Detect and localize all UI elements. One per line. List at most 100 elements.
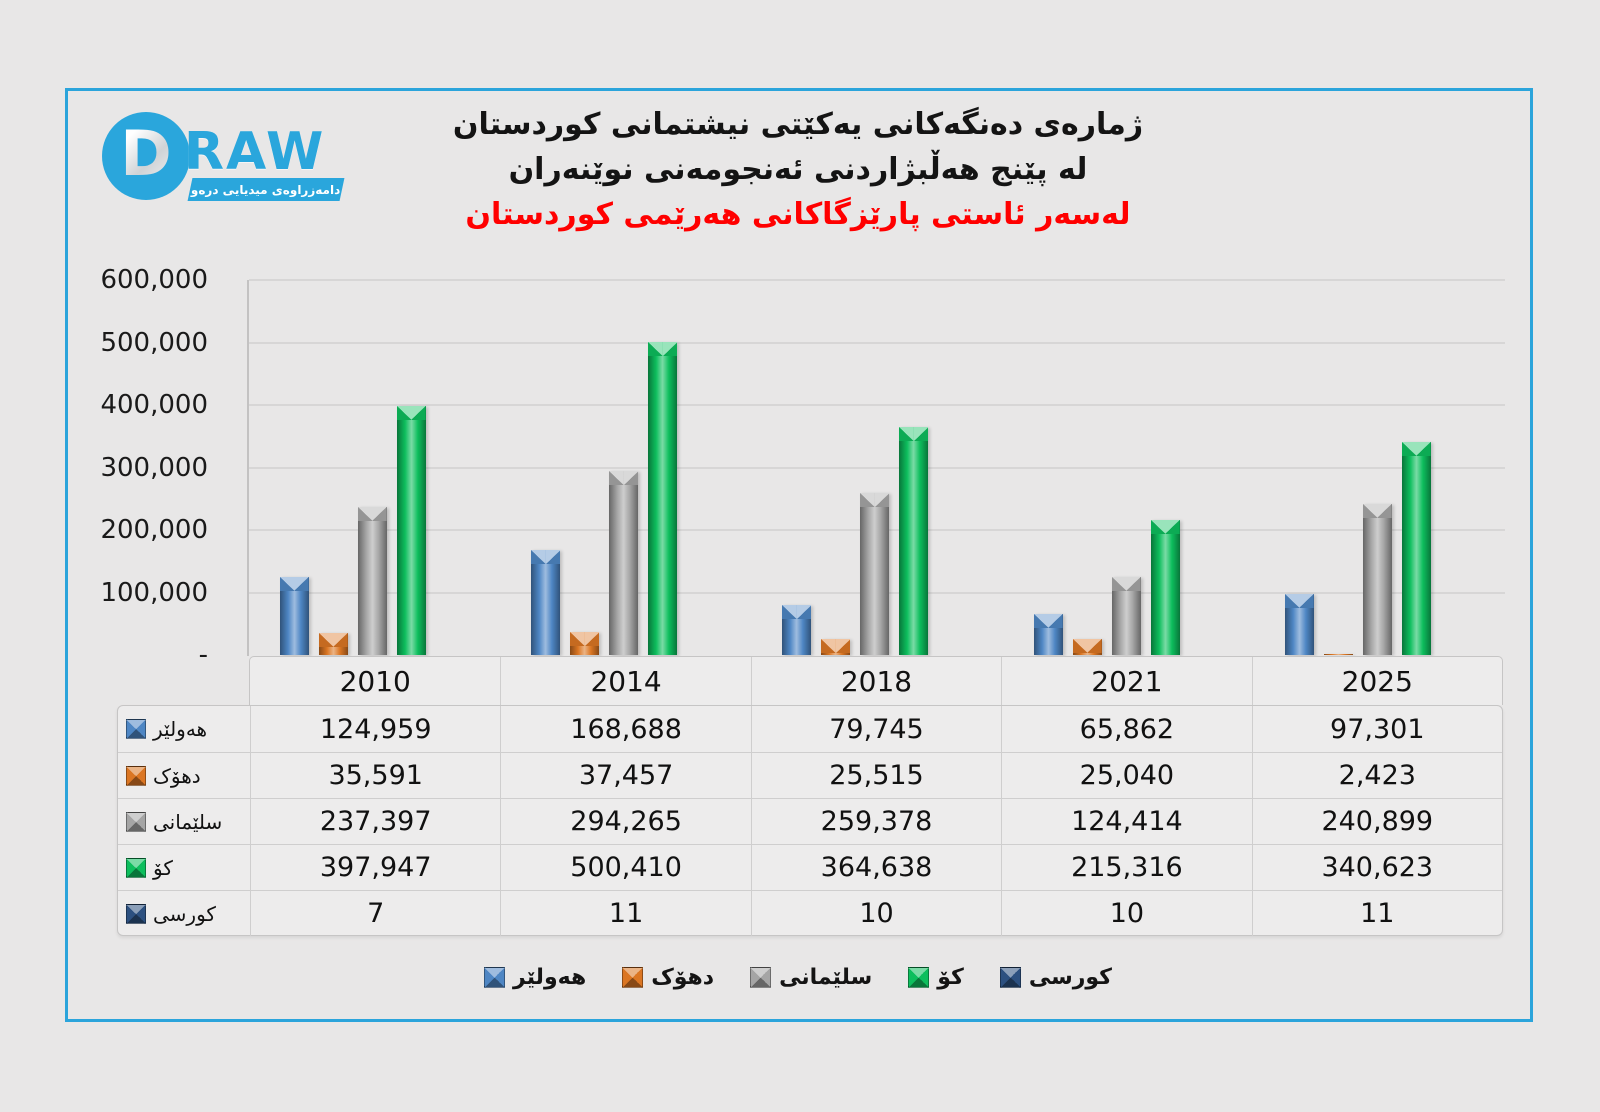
data-table-year-header-row: 2010 2014 2018 2021 2025	[249, 656, 1503, 705]
draw-logo-wordmark: RAW	[184, 122, 326, 182]
gridline	[249, 279, 1505, 281]
chart-title-line-1: ژمارەی دەنگەکانی یەکێتی نیشتمانی کوردستا…	[452, 107, 1144, 142]
chart-subtitle-red: لەسەر ئاستی پارێزگاکانی هەرێمی کوردستان	[465, 197, 1131, 232]
series-marker-icon	[126, 765, 146, 786]
legend-item-series3: کۆ	[908, 965, 964, 990]
table-value-cell: 397,947	[250, 844, 501, 890]
table-row-label-series1: دهۆک	[118, 752, 250, 798]
draw-logo-circle-icon: D	[102, 112, 190, 200]
bar-series0-2025	[1284, 594, 1314, 655]
legend-item-series2: سلێمانی	[750, 965, 872, 990]
bar-series1-2025	[1323, 653, 1353, 655]
series-name-label: هەولێر	[153, 717, 208, 741]
series-name-label: کۆ	[153, 855, 173, 880]
chart-title-line-2: له پێنج هەڵبژاردنی ئەنجومەنی نوێنەران	[508, 152, 1088, 187]
table-value-cell: 10	[1001, 890, 1252, 936]
table-value-cell: 168,688	[500, 706, 750, 752]
bar-series2-2018	[860, 492, 890, 655]
y-axis-tick-label: 600,000	[100, 265, 208, 295]
bar-bevel-cap	[899, 427, 929, 442]
gridline	[249, 466, 1505, 469]
bar-bevel-cap	[531, 549, 561, 564]
bar-group-2021	[1003, 280, 1254, 655]
bar-series1-2010	[319, 632, 348, 655]
bar-bevel-cap	[1362, 504, 1392, 519]
year-header-cell: 2014	[500, 657, 750, 705]
draw-logo: D RAW دامەزراوەی میدیایی درەو	[98, 106, 358, 206]
series-marker-icon	[126, 903, 146, 924]
bar-series1-2021	[1072, 639, 1102, 655]
bar-series2-2025	[1362, 504, 1392, 655]
legend-marker-icon	[622, 966, 644, 988]
bar-bevel-cap	[1072, 639, 1102, 654]
bar-bevel-cap	[1284, 594, 1314, 609]
bar-bevel-cap	[1401, 442, 1431, 457]
series-marker-icon	[126, 719, 146, 739]
series-marker-icon	[126, 811, 146, 832]
gridline	[249, 404, 1505, 406]
year-header-cell: 2010	[339, 664, 411, 698]
table-value-cell: 259,378	[750, 798, 1002, 844]
bar-series1-2018	[821, 639, 851, 655]
legend-marker-icon	[999, 966, 1021, 988]
bar-series2-2021	[1111, 577, 1141, 655]
table-value-cell: 25,040	[1001, 752, 1252, 798]
table-value-cell: 294,265	[500, 798, 751, 844]
table-value-cell: 364,638	[750, 844, 1002, 890]
bar-series3-2014	[648, 342, 678, 655]
bar-bevel-cap	[1033, 613, 1063, 628]
bar-bevel-cap	[860, 492, 890, 507]
legend-marker-icon	[908, 966, 930, 988]
bar-group-2018	[751, 280, 1002, 655]
data-table: هەولێر 124,959 168,688 79,745 65,862 97,301 ده…	[117, 705, 1503, 936]
table-value-cell: 37,457	[500, 752, 751, 798]
series-name-label: کورسی	[153, 901, 216, 926]
table-value-cell: 340,623	[1251, 844, 1502, 890]
legend-item-series0: هەولێر	[484, 965, 586, 990]
bar-series0-2010	[280, 576, 309, 655]
y-axis-tick-label: 200,000	[100, 515, 208, 545]
y-axis-tick-label: 300,000	[100, 452, 208, 483]
bar-series3-2021	[1150, 520, 1180, 655]
table-value-cell: 500,410	[500, 844, 751, 890]
bar-series2-2014	[609, 471, 639, 655]
year-header-cell: 2025	[1251, 657, 1502, 705]
series-name-label: سلێمانی	[153, 809, 223, 834]
bar-group-2014	[500, 280, 751, 655]
bar-bevel-cap	[358, 506, 387, 521]
bar-bevel-cap	[782, 605, 812, 620]
bar-bevel-cap	[609, 471, 639, 486]
table-value-cell: 7	[250, 890, 501, 936]
table-row-label-series0: هەولێر	[118, 706, 250, 752]
bar-series3-2025	[1401, 442, 1431, 655]
legend-item-series1: دهۆک	[622, 965, 714, 990]
draw-logo-d-letter: D	[120, 117, 172, 190]
y-axis-tick-label: 100,000	[100, 577, 208, 608]
bar-series3-2018	[899, 427, 929, 655]
bar-series3-2010	[397, 406, 426, 655]
bar-series0-2014	[531, 549, 561, 655]
table-value-cell: 124,959	[250, 706, 500, 752]
bar-bevel-cap	[1111, 577, 1141, 592]
bar-bevel-cap	[821, 639, 851, 654]
bar-group-2010	[249, 280, 500, 655]
bar-chart-plot-area	[247, 279, 1505, 656]
gridline	[249, 341, 1505, 344]
legend-label: کۆ	[937, 964, 964, 990]
y-axis-tick-label: 400,000	[100, 390, 208, 420]
legend-marker-icon	[484, 966, 506, 988]
year-header-cell: 2021	[1001, 657, 1251, 705]
bar-series0-2018	[782, 605, 812, 655]
bar-bevel-cap	[319, 632, 348, 647]
table-value-cell: 11	[500, 890, 751, 936]
legend-label: دهۆک	[651, 964, 715, 990]
bar-series2-2010	[358, 506, 387, 655]
table-value-cell: 237,397	[250, 798, 501, 844]
legend-label: کورسی	[1028, 964, 1112, 990]
y-axis-tick-label: 500,000	[100, 327, 208, 358]
bar-series0-2021	[1033, 613, 1063, 655]
table-row-label-series2: سلێمانی	[118, 798, 250, 844]
year-header-cell: 2018	[750, 657, 1001, 705]
table-value-cell: 97,301	[1251, 706, 1502, 752]
